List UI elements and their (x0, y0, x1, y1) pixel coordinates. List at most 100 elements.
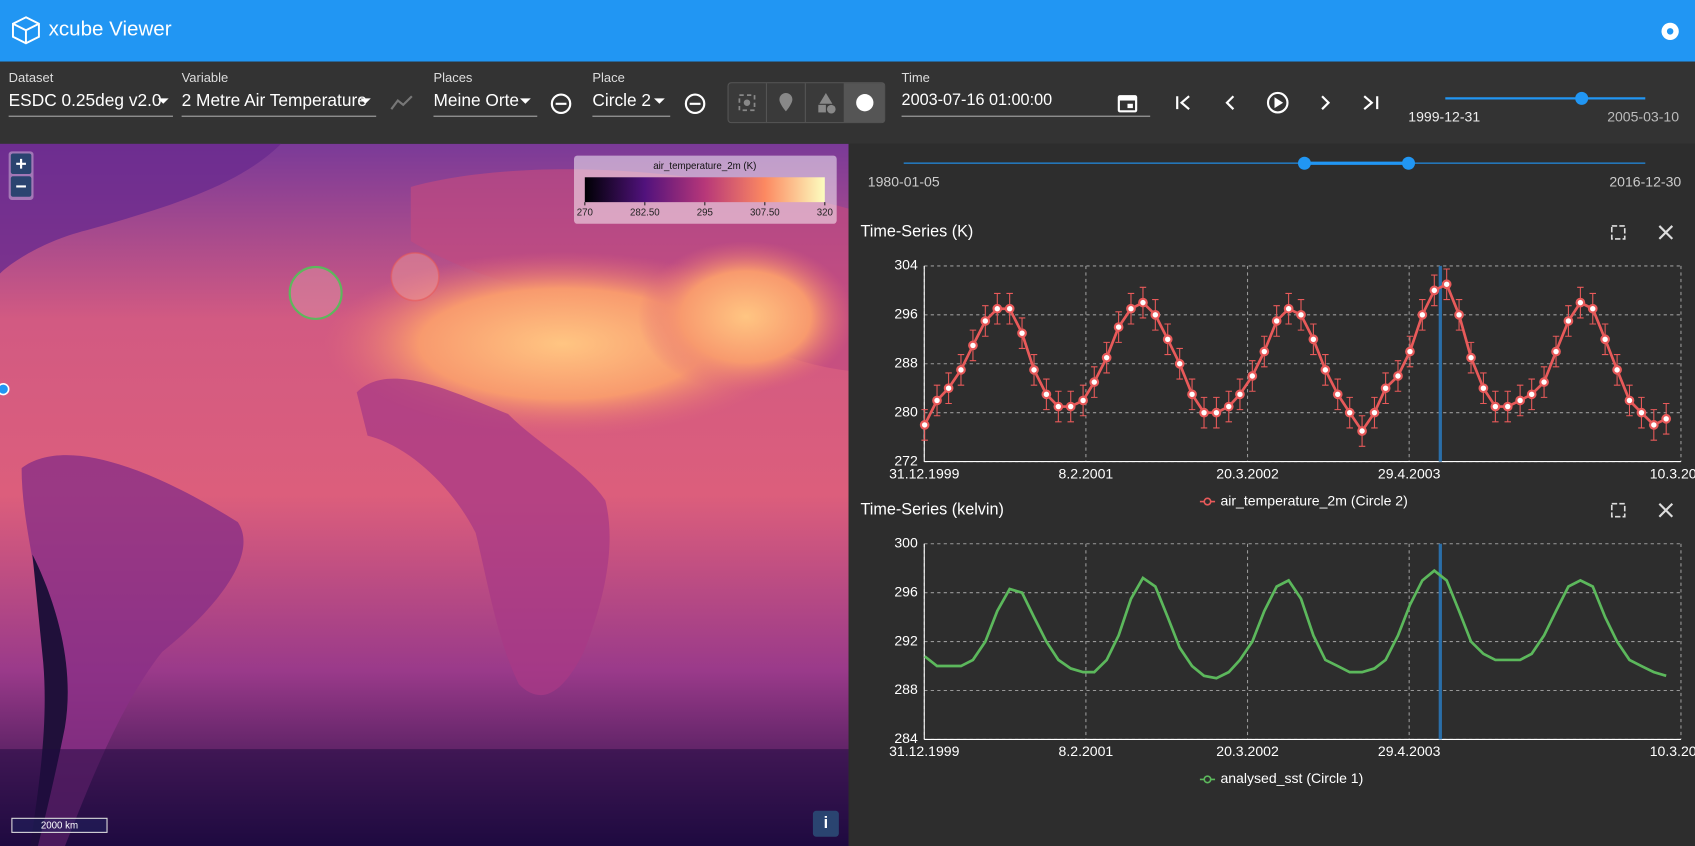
y-tick-label: 292 (894, 632, 918, 648)
time-input[interactable]: 2003-07-16 01:00:00 (901, 90, 1053, 110)
data-point (1041, 389, 1052, 400)
data-point (1502, 401, 1513, 412)
x-tick-label: 20.3.2002 (1216, 743, 1279, 759)
time-series-button[interactable] (389, 92, 415, 114)
data-point (1089, 377, 1100, 387)
data-point (1113, 322, 1124, 332)
data-point (1126, 303, 1136, 314)
info-button[interactable] (812, 810, 839, 837)
x-tick-label: 31.12.1999 (889, 743, 959, 759)
x-tick-label: 29.4.2003 (1378, 465, 1441, 481)
data-point (1004, 303, 1015, 314)
data-point (1490, 401, 1501, 412)
time-slider-thumb[interactable] (1575, 91, 1589, 105)
data-point (1029, 365, 1039, 375)
field-label: Dataset (8, 70, 54, 86)
range-thumb[interactable] (1402, 156, 1416, 170)
data-point (932, 395, 942, 406)
toolbar: Dataset ESDC 0.25deg v2.0 Variable 2 Met… (0, 61, 1695, 144)
settings-button[interactable] (1658, 19, 1682, 43)
legend-swatch (1203, 775, 1212, 784)
x-tick-label: 8.2.2001 (1059, 465, 1114, 481)
zoom-button[interactable] (1610, 502, 1626, 518)
field-label: Places (433, 70, 473, 86)
data-point (1199, 407, 1209, 418)
y-tick-label: 296 (894, 583, 918, 599)
data-point (1187, 389, 1197, 400)
y-tick-label: 304 (894, 257, 918, 273)
colorbar-tick-label: 295 (697, 208, 713, 219)
data-point (1283, 303, 1294, 314)
slider-end: 2005-03-10 (1607, 109, 1679, 125)
dropdown-arrow (157, 98, 169, 109)
zoom-button[interactable] (1610, 225, 1626, 240)
data-point (1247, 371, 1258, 381)
data-point (956, 365, 966, 375)
app-title: xcube Viewer (48, 18, 172, 42)
info-label: i (824, 814, 829, 832)
data-point (1369, 407, 1380, 418)
data-point (1174, 358, 1185, 369)
data-point (1332, 389, 1343, 400)
data-point (968, 340, 978, 351)
chart-title: Time-Series (kelvin) (860, 501, 1003, 519)
data-point (992, 303, 1003, 314)
data-point (1357, 426, 1367, 436)
data-point (1320, 365, 1331, 375)
logo (11, 16, 40, 45)
colorbar (584, 177, 825, 203)
field-label: Variable (181, 70, 229, 86)
legend-swatch (1203, 497, 1212, 506)
data-point (1380, 383, 1391, 394)
range-end: 2016-12-30 (1609, 173, 1681, 189)
data-point (1211, 407, 1222, 418)
chart-title: Time-Series (K) (860, 223, 973, 241)
draw-mode-group (727, 82, 886, 124)
data-point (1417, 309, 1428, 320)
range-thumb[interactable] (1297, 156, 1311, 170)
data-point (1600, 334, 1610, 345)
x-tick-label: 29.4.2003 (1378, 743, 1441, 759)
dataset-select[interactable]: ESDC 0.25deg v2.0 (8, 91, 162, 111)
header: xcube Viewer (0, 0, 1695, 62)
scale-line (11, 817, 108, 833)
x-tick-label: 10.3.2005 (1650, 465, 1695, 481)
place-select[interactable]: Circle 2 (592, 91, 652, 111)
data-point (1271, 316, 1282, 326)
close-button[interactable] (1658, 225, 1674, 240)
data-point (1344, 407, 1355, 418)
colorbar-tick-label: 270 (577, 208, 594, 219)
playback-controls[interactable] (1167, 90, 1394, 116)
variable-select[interactable]: 2 Metre Air Temperature (181, 91, 367, 111)
data-point (1235, 389, 1245, 400)
icon (1610, 502, 1626, 518)
underline (8, 115, 173, 117)
remove-places-button[interactable] (549, 92, 573, 116)
colorbar-tick-label: 320 (817, 208, 834, 219)
places-select[interactable]: Meine Orte (433, 91, 520, 111)
data-point (1259, 346, 1270, 357)
zoom-controls[interactable] (8, 151, 34, 200)
map[interactable]: air_temperature_2m (K) 270 282.50 295 307.5… (0, 143, 849, 846)
data-point (1624, 395, 1635, 406)
data-point (1636, 407, 1647, 418)
colorbar-tick-label: 282.50 (630, 208, 660, 219)
remove-place-button[interactable] (683, 92, 707, 116)
colorbar-tick-label: 307.50 (750, 208, 780, 219)
close-button[interactable] (1658, 502, 1674, 518)
data-point (1393, 371, 1403, 381)
data-point (1515, 395, 1525, 406)
calendar-button[interactable] (1116, 91, 1140, 115)
dropdown-arrow (359, 98, 371, 109)
data-point (1648, 420, 1659, 430)
range-start: 1980-01-05 (868, 173, 940, 189)
data-point (1441, 279, 1452, 290)
data-point (1308, 334, 1319, 345)
data-point (1053, 401, 1064, 412)
data-point (1150, 309, 1161, 320)
data-point (1138, 297, 1148, 308)
data-point (943, 383, 954, 394)
dropdown-arrow (519, 98, 531, 109)
